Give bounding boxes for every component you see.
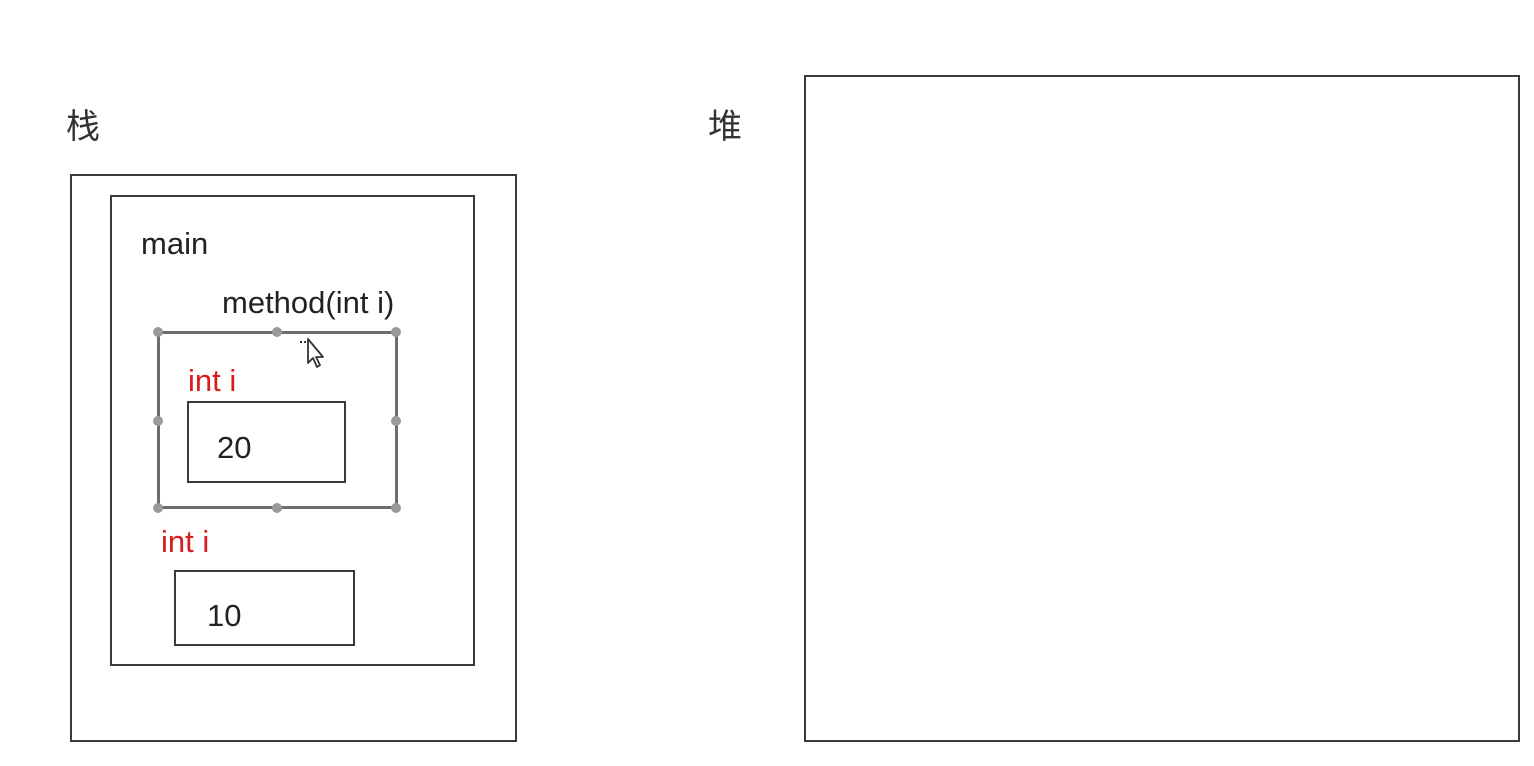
heap-title: 堆 [708, 107, 742, 147]
selection-handle[interactable] [153, 503, 163, 513]
selection-handle[interactable] [391, 503, 401, 513]
heap-area [804, 75, 1520, 742]
main-frame-label: main [141, 226, 209, 261]
stack-title: 栈 [66, 107, 100, 147]
selection-handle[interactable] [272, 327, 282, 337]
move-cursor-icon [296, 333, 326, 369]
selection-handle[interactable] [272, 503, 282, 513]
method-variable-label: int i [188, 363, 237, 398]
method-value: 20 [217, 430, 252, 465]
main-variable-label: int i [161, 524, 210, 559]
main-value-box [174, 570, 355, 646]
main-frame [110, 195, 475, 666]
selection-handle[interactable] [153, 416, 163, 426]
stack-area [70, 174, 517, 742]
main-value: 10 [207, 598, 242, 633]
selection-handle[interactable] [391, 327, 401, 337]
method-value-box [187, 401, 346, 483]
method-frame-label: method(int i) [222, 285, 395, 320]
selection-handle[interactable] [153, 327, 163, 337]
selection-handle[interactable] [391, 416, 401, 426]
